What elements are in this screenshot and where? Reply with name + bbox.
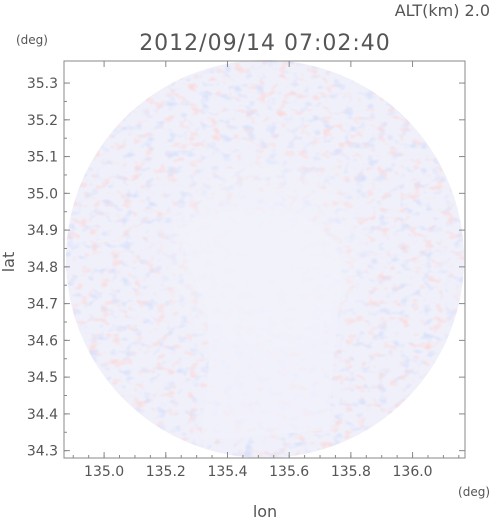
y-axis-title: lat <box>0 252 18 273</box>
plot-frame <box>63 60 466 459</box>
chart-title: 2012/09/14 07:02:40 <box>139 31 391 56</box>
y-tick-label: 35.3 <box>27 76 58 92</box>
radar-field <box>66 60 464 458</box>
y-tick-label: 34.4 <box>27 407 58 423</box>
y-tick-label: 35.1 <box>27 150 58 166</box>
x-tick-label: 135.0 <box>84 464 124 480</box>
x-axis: 135.0 135.2 135.4 135.6 135.8 136.0 <box>72 61 460 480</box>
x-tick-label: 135.4 <box>207 464 247 480</box>
y-tick-label: 34.9 <box>27 223 58 239</box>
y-tick-label: 35.2 <box>27 113 58 129</box>
altitude-label: ALT(km) 2.0 <box>395 1 490 20</box>
y-tick-label: 34.3 <box>27 444 58 460</box>
y-tick-label: 35.0 <box>27 186 58 202</box>
y-tick-label: 34.6 <box>27 333 58 349</box>
y-tick-label: 34.8 <box>27 260 58 276</box>
x-tick-label: 136.0 <box>393 464 433 480</box>
x-tick-label: 135.8 <box>331 464 371 480</box>
x-unit-label: (deg) <box>458 485 490 499</box>
x-axis-title: lon <box>253 502 277 521</box>
x-tick-label: 135.2 <box>146 464 186 480</box>
y-tick-label: 34.7 <box>27 297 58 313</box>
y-axis: 34.3 34.4 34.5 34.6 34.7 34.8 34.9 35.0 35.1 35.2… <box>27 76 465 460</box>
y-unit-label: (deg) <box>16 33 48 47</box>
y-tick-label: 34.5 <box>27 370 58 386</box>
x-tick-label: 135.6 <box>269 464 309 480</box>
